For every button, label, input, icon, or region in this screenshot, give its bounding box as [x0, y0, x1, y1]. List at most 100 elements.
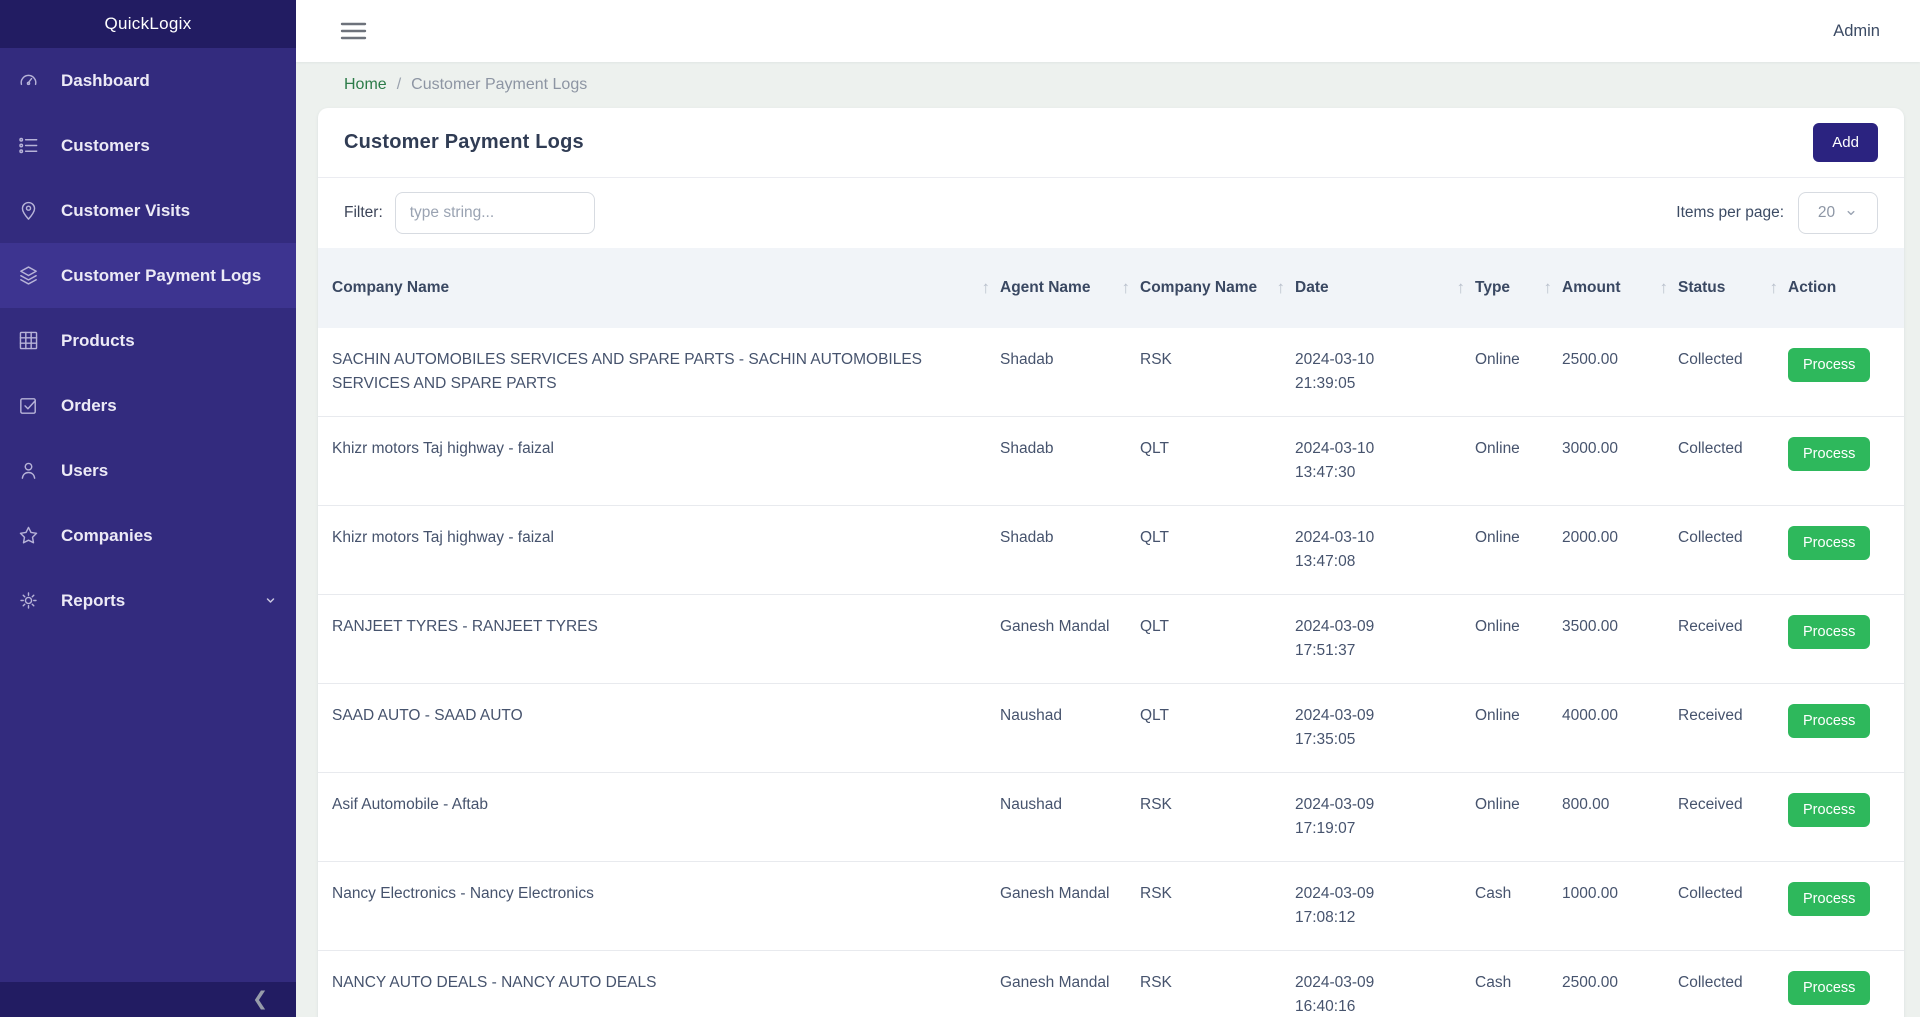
items-per-page-select[interactable]: 20	[1798, 192, 1878, 234]
sidebar-item-customer-payment-logs[interactable]: Customer Payment Logs	[0, 243, 296, 308]
sidebar-item-customer-visits[interactable]: Customer Visits	[0, 178, 296, 243]
list-icon	[15, 134, 42, 157]
cell-agent-name: Naushad	[1000, 773, 1140, 862]
cell-company-name: Asif Automobile - Aftab	[318, 773, 1000, 862]
app-root: QuickLogix Dashboard CustomersCustomer Vi…	[0, 0, 1920, 1017]
process-button[interactable]: Process	[1788, 615, 1870, 649]
table-row: Asif Automobile - AftabNaushadRSK2024-03…	[318, 773, 1904, 862]
cell-status: Received	[1678, 684, 1788, 773]
process-button[interactable]: Process	[1788, 704, 1870, 738]
cell-status: Collected	[1678, 506, 1788, 595]
add-button[interactable]: Add	[1813, 123, 1878, 162]
cell-type: Cash	[1475, 951, 1562, 1017]
process-button[interactable]: Process	[1788, 348, 1870, 382]
date-value: 2024-03-09	[1295, 704, 1465, 728]
sidebar-item-users[interactable]: Users	[0, 438, 296, 503]
cell-amount: 3500.00	[1562, 595, 1678, 684]
column-label: Company Name	[1140, 279, 1257, 297]
cell-company-name: Khizr motors Taj highway - faizal	[318, 417, 1000, 506]
user-menu[interactable]: Admin	[1833, 22, 1880, 41]
cell-company-name: RANJEET TYRES - RANJEET TYRES	[318, 595, 1000, 684]
cell-agent-name: Shadab	[1000, 506, 1140, 595]
process-button[interactable]: Process	[1788, 437, 1870, 471]
column-header-date[interactable]: Date↑	[1295, 248, 1475, 328]
sidebar-item-reports[interactable]: Reports	[0, 568, 296, 633]
breadcrumb-separator: /	[397, 76, 401, 94]
filter-input[interactable]	[395, 192, 595, 234]
cell-company-name: Khizr motors Taj highway - faizal	[318, 506, 1000, 595]
cell-amount: 2500.00	[1562, 328, 1678, 417]
column-header-status[interactable]: Status↑	[1678, 248, 1788, 328]
payment-logs-table: Company Name↑Agent Name↑Company Name↑Dat…	[318, 248, 1904, 1017]
table-row: Khizr motors Taj highway - faizalShadabQ…	[318, 417, 1904, 506]
column-label: Action	[1788, 279, 1836, 297]
sort-arrow-icon[interactable]: ↑	[978, 278, 995, 298]
column-header-amount[interactable]: Amount ↑	[1562, 248, 1678, 328]
cell-type: Online	[1475, 506, 1562, 595]
cell-status: Received	[1678, 773, 1788, 862]
time-value: 13:47:08	[1295, 550, 1465, 574]
sort-arrow-icon[interactable]: ↑	[1766, 278, 1783, 298]
cell-type: Online	[1475, 417, 1562, 506]
sidebar-collapse-button[interactable]: ❮	[0, 982, 296, 1017]
process-button[interactable]: Process	[1788, 971, 1870, 1005]
table-row: RANJEET TYRES - RANJEET TYRESGanesh Mand…	[318, 595, 1904, 684]
time-value: 17:51:37	[1295, 639, 1465, 663]
process-button[interactable]: Process	[1788, 526, 1870, 560]
cell-date: 2024-03-0917:51:37	[1295, 595, 1475, 684]
cell-action: Process	[1788, 862, 1904, 951]
main-area: Admin Home / Customer Payment Logs Custo…	[296, 0, 1920, 1017]
breadcrumb: Home / Customer Payment Logs	[296, 62, 1920, 108]
sort-arrow-icon[interactable]: ↑	[1540, 278, 1557, 298]
cell-company-name: NANCY AUTO DEALS - NANCY AUTO DEALS	[318, 951, 1000, 1017]
table-row: Nancy Electronics - Nancy ElectronicsGan…	[318, 862, 1904, 951]
table-body: SACHIN AUTOMOBILES SERVICES AND SPARE PA…	[318, 328, 1904, 1017]
sidebar-item-orders[interactable]: Orders	[0, 373, 296, 438]
column-header-company-name[interactable]: Company Name↑	[318, 248, 1000, 328]
cell-amount: 4000.00	[1562, 684, 1678, 773]
cell-type: Online	[1475, 595, 1562, 684]
cell-action: Process	[1788, 506, 1904, 595]
gear-icon	[15, 589, 42, 612]
sidebar-item-customers[interactable]: Customers	[0, 113, 296, 178]
process-button[interactable]: Process	[1788, 882, 1870, 916]
chevron-down-icon	[1844, 206, 1858, 220]
column-header-agent-name[interactable]: Agent Name↑	[1000, 248, 1140, 328]
sidebar-item-label: Companies	[61, 526, 153, 546]
time-value: 17:35:05	[1295, 728, 1465, 752]
cell-company-code: QLT	[1140, 417, 1295, 506]
column-label: Amount	[1562, 279, 1621, 297]
sort-arrow-icon[interactable]: ↑	[1273, 278, 1290, 298]
breadcrumb-home-link[interactable]: Home	[344, 76, 387, 94]
cell-date: 2024-03-0917:35:05	[1295, 684, 1475, 773]
cell-action: Process	[1788, 417, 1904, 506]
sort-arrow-icon[interactable]: ↑	[1118, 278, 1135, 298]
sort-arrow-icon[interactable]: ↑	[1453, 278, 1470, 298]
table-row: SAAD AUTO - SAAD AUTONaushadQLT2024-03-0…	[318, 684, 1904, 773]
time-value: 17:08:12	[1295, 906, 1465, 930]
brand-title: QuickLogix	[0, 0, 296, 48]
column-header-company-name[interactable]: Company Name ↑	[1140, 248, 1295, 328]
process-button[interactable]: Process	[1788, 793, 1870, 827]
sidebar-item-companies[interactable]: Companies	[0, 503, 296, 568]
items-per-page-label: Items per page:	[1676, 204, 1784, 222]
cell-status: Received	[1678, 595, 1788, 684]
page-title: Customer Payment Logs	[344, 131, 584, 154]
date-value: 2024-03-10	[1295, 526, 1465, 550]
sidebar: QuickLogix Dashboard CustomersCustomer Vi…	[0, 0, 296, 1017]
table-header-row: Company Name↑Agent Name↑Company Name↑Dat…	[318, 248, 1904, 328]
cell-date: 2024-03-1013:47:08	[1295, 506, 1475, 595]
sidebar-item-products[interactable]: Products	[0, 308, 296, 373]
sidebar-item-dashboard[interactable]: Dashboard	[0, 48, 296, 113]
time-value: 13:47:30	[1295, 461, 1465, 485]
star-icon	[15, 524, 42, 547]
sidebar-item-label: Dashboard	[61, 71, 150, 91]
column-header-type[interactable]: Type↑	[1475, 248, 1562, 328]
cell-company-code: QLT	[1140, 684, 1295, 773]
sort-arrow-icon[interactable]: ↑	[1656, 278, 1673, 298]
table-header: Company Name↑Agent Name↑Company Name↑Dat…	[318, 248, 1904, 328]
hamburger-menu-icon[interactable]	[340, 20, 367, 42]
time-value: 17:19:07	[1295, 817, 1465, 841]
cell-agent-name: Shadab	[1000, 417, 1140, 506]
cell-status: Collected	[1678, 862, 1788, 951]
